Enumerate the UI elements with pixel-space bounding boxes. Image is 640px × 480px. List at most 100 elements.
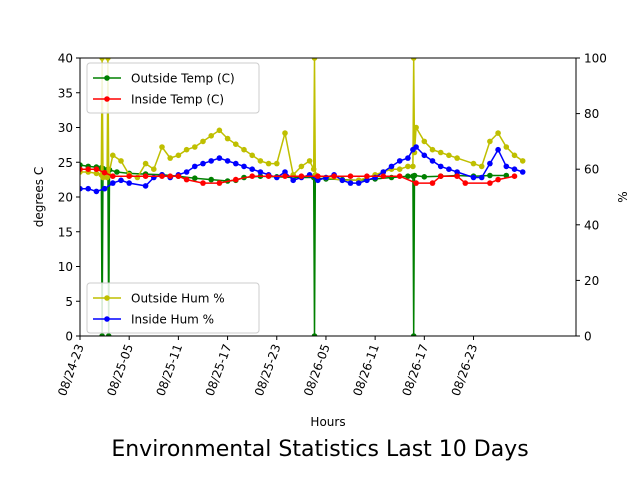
data-point bbox=[249, 166, 255, 172]
data-point bbox=[80, 185, 83, 192]
data-point bbox=[487, 160, 493, 167]
data-point bbox=[93, 170, 100, 177]
data-point bbox=[167, 173, 173, 179]
data-point bbox=[411, 172, 418, 179]
data-point bbox=[200, 180, 206, 186]
right-y-tick-label: 0 bbox=[584, 330, 592, 344]
data-point bbox=[249, 173, 255, 179]
data-point bbox=[410, 58, 417, 61]
left-y-tick-label: 40 bbox=[58, 52, 73, 66]
data-point bbox=[396, 158, 403, 164]
data-point bbox=[347, 173, 354, 179]
data-point bbox=[110, 180, 116, 186]
legend-upper: Outside Temp (C) Inside Temp (C) bbox=[86, 62, 260, 114]
data-point bbox=[437, 173, 444, 179]
legend-swatch-marker bbox=[104, 75, 110, 81]
data-point bbox=[429, 146, 436, 153]
data-point bbox=[410, 163, 416, 170]
data-point bbox=[93, 166, 100, 172]
data-point bbox=[126, 180, 132, 186]
data-point bbox=[99, 333, 105, 336]
data-point bbox=[310, 166, 317, 172]
data-point bbox=[224, 158, 231, 164]
data-point bbox=[413, 124, 419, 131]
data-point bbox=[478, 174, 485, 181]
legend-entry-outside-temp-c: Outside Temp (C) bbox=[93, 72, 235, 86]
data-point bbox=[470, 174, 477, 181]
data-point bbox=[80, 166, 83, 172]
data-point bbox=[101, 185, 108, 192]
data-point bbox=[93, 188, 100, 195]
data-point bbox=[114, 169, 120, 175]
data-point bbox=[167, 155, 173, 161]
data-point bbox=[495, 176, 501, 183]
data-point bbox=[233, 176, 239, 183]
data-point bbox=[282, 169, 288, 175]
x-axis-label: Hours bbox=[310, 415, 345, 429]
data-point bbox=[495, 146, 501, 153]
data-point bbox=[282, 130, 288, 136]
data-point bbox=[265, 173, 272, 179]
data-point bbox=[208, 158, 214, 164]
legend-frame bbox=[86, 62, 260, 114]
data-point bbox=[249, 152, 255, 159]
series-inside-temp-c bbox=[80, 166, 518, 186]
data-point bbox=[192, 163, 198, 170]
data-point bbox=[446, 166, 452, 172]
right-y-tick-label: 100 bbox=[584, 52, 607, 66]
data-point bbox=[233, 141, 239, 147]
legend-label: Inside Temp (C) bbox=[131, 93, 224, 107]
data-point bbox=[110, 152, 116, 159]
series-layer bbox=[80, 58, 526, 336]
data-point bbox=[142, 183, 149, 189]
legend-label: Inside Hum % bbox=[131, 313, 214, 327]
data-point bbox=[339, 177, 346, 184]
right-y-tick-label: 20 bbox=[584, 274, 599, 288]
y-axis-label-left: degrees C bbox=[32, 167, 46, 228]
data-point bbox=[183, 176, 190, 183]
legend-entry-inside-hum: Inside Hum % bbox=[93, 313, 214, 327]
data-point bbox=[110, 173, 116, 179]
data-point bbox=[105, 58, 111, 61]
data-point bbox=[454, 173, 460, 179]
data-point bbox=[216, 155, 223, 161]
data-point bbox=[306, 158, 313, 164]
data-point bbox=[85, 185, 91, 192]
left-y-tick-label: 30 bbox=[58, 121, 73, 135]
data-point bbox=[85, 166, 91, 172]
legend-swatch-marker bbox=[104, 316, 110, 322]
data-point bbox=[405, 155, 411, 161]
data-point bbox=[405, 173, 411, 179]
data-point bbox=[208, 176, 214, 183]
right-y-tick-label: 40 bbox=[584, 218, 599, 232]
data-point bbox=[183, 146, 190, 153]
data-point bbox=[410, 333, 417, 336]
data-point bbox=[437, 163, 444, 170]
data-point bbox=[511, 166, 518, 172]
legend-swatch-marker bbox=[104, 96, 110, 102]
legend-frame bbox=[86, 282, 260, 334]
data-point bbox=[495, 130, 501, 136]
data-point bbox=[200, 138, 206, 145]
data-point bbox=[478, 163, 485, 170]
chart-title: Environmental Statistics Last 10 Days bbox=[111, 437, 528, 462]
data-point bbox=[331, 173, 337, 179]
data-point bbox=[118, 158, 124, 164]
data-point bbox=[274, 160, 280, 167]
legend-label: Outside Hum % bbox=[131, 292, 225, 306]
data-point bbox=[192, 144, 198, 150]
data-point bbox=[142, 173, 149, 179]
data-point bbox=[511, 173, 518, 179]
data-point bbox=[396, 173, 403, 179]
data-point bbox=[511, 152, 518, 159]
left-y-tick-label: 15 bbox=[58, 225, 73, 239]
data-point bbox=[380, 173, 387, 179]
data-point bbox=[315, 173, 321, 179]
data-point bbox=[298, 163, 305, 170]
data-point bbox=[159, 173, 165, 179]
data-point bbox=[311, 58, 318, 61]
data-point bbox=[80, 162, 83, 168]
data-point bbox=[421, 138, 428, 145]
data-point bbox=[311, 333, 318, 336]
